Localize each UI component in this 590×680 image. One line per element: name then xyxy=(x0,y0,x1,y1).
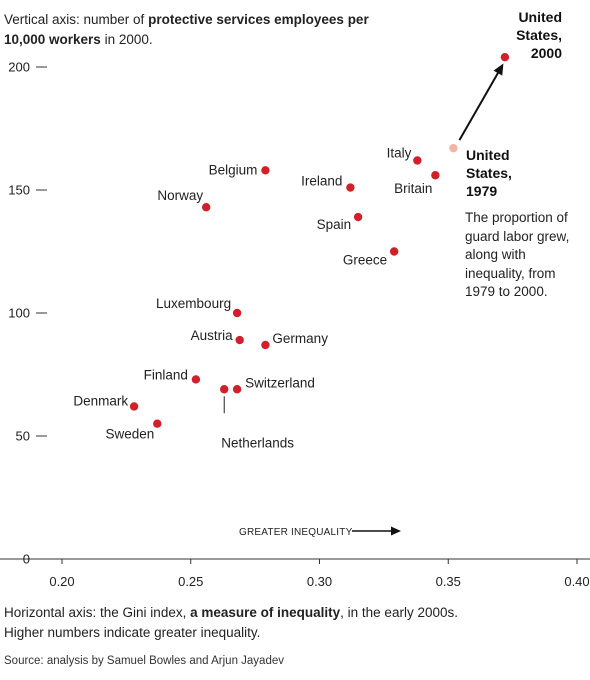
y-tick-label: 0 xyxy=(23,552,30,567)
y-axis-title: Vertical axis: number of protective serv… xyxy=(4,12,369,47)
scatter-chart: 0.20 0.25 0.30 0.35 0.40 0 50 100 150 200 GREATER … xyxy=(0,52,590,589)
x-tick-label: 0.20 xyxy=(49,574,74,589)
point-italy xyxy=(413,156,422,165)
point-label-britain: Britain xyxy=(394,181,432,196)
us-change-arrow-head xyxy=(493,63,504,76)
us-2000-label: United States, 2000 xyxy=(516,9,562,61)
point-label-greece: Greece xyxy=(343,253,387,268)
point-germany xyxy=(261,340,270,350)
point-denmark xyxy=(129,402,139,411)
us-change-arrow-line xyxy=(458,65,503,141)
x-tick-label: 0.25 xyxy=(178,574,203,589)
point-switzerland xyxy=(232,385,242,394)
y-tick-label: 200 xyxy=(8,60,30,75)
point-ireland xyxy=(346,183,355,192)
inequality-arrow-head xyxy=(391,526,401,536)
point-belgium xyxy=(261,166,270,175)
us-1979-label: United States, 1979 xyxy=(466,147,512,199)
point-netherlands xyxy=(220,385,229,394)
x-tick-label: 0.30 xyxy=(307,574,332,589)
point-us-2000 xyxy=(500,52,510,62)
point-greece xyxy=(389,247,399,256)
y-tick-label: 100 xyxy=(8,306,30,321)
x-axis-caption: Horizontal axis: the Gini index, a measu… xyxy=(4,605,458,640)
x-tick-label: 0.35 xyxy=(436,574,461,589)
point-finland xyxy=(191,375,201,384)
point-britain xyxy=(431,171,440,180)
point-label-germany: Germany xyxy=(272,331,328,346)
point-luxembourg xyxy=(232,308,242,318)
point-austria xyxy=(235,335,244,345)
point-sweden xyxy=(153,419,162,428)
point-label-denmark: Denmark xyxy=(73,393,128,408)
y-tick-label: 50 xyxy=(16,429,30,444)
point-label-netherlands: Netherlands xyxy=(221,435,294,450)
point-label-austria: Austria xyxy=(191,328,234,343)
point-spain xyxy=(353,212,363,222)
point-label-norway: Norway xyxy=(157,188,203,203)
point-label-ireland: Ireland xyxy=(301,174,342,189)
point-label-switzerland: Switzerland xyxy=(245,375,315,390)
point-label-finland: Finland xyxy=(144,367,188,382)
source-note: Source: analysis by Samuel Bowles and Ar… xyxy=(4,655,284,667)
y-tick-label: 150 xyxy=(8,183,30,198)
arrow-label: GREATER INEQUALITY xyxy=(239,527,353,538)
point-label-italy: Italy xyxy=(387,145,412,160)
point-label-belgium: Belgium xyxy=(209,162,258,177)
point-label-luxembourg: Luxembourg xyxy=(156,296,231,311)
point-us-1979 xyxy=(449,143,458,153)
x-tick-label: 0.40 xyxy=(564,574,589,589)
us-annotation: The proportion of guard labor grew, alon… xyxy=(465,210,570,299)
point-norway xyxy=(202,203,211,212)
point-label-spain: Spain xyxy=(317,217,352,232)
point-label-sweden: Sweden xyxy=(105,427,154,442)
